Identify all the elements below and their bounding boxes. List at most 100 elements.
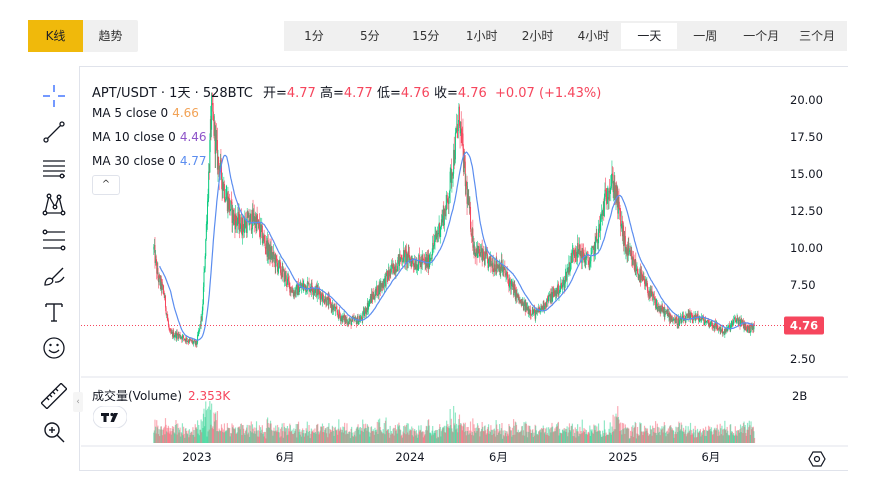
volume-bar <box>566 426 568 443</box>
interval-1m[interactable]: 1分 <box>304 29 324 43</box>
volume-bar <box>481 421 483 443</box>
volume-bar <box>344 422 346 443</box>
candle-body <box>393 263 395 273</box>
volume-bar <box>403 433 405 443</box>
horizontal-lines-icon[interactable] <box>40 154 68 182</box>
interval-2h[interactable]: 2小时 <box>521 29 554 43</box>
interval-15m[interactable]: 15分 <box>412 29 440 43</box>
candle-body <box>162 285 164 290</box>
volume-bar <box>477 425 479 443</box>
volume-bar <box>556 424 558 443</box>
volume-bar <box>634 421 636 443</box>
volume-bar <box>167 425 170 443</box>
ruler-icon[interactable] <box>40 382 68 410</box>
volume-bar <box>713 430 715 443</box>
candle-body <box>341 316 343 319</box>
candle-body <box>177 334 179 339</box>
settings-icon[interactable] <box>808 450 826 468</box>
volume-bar <box>425 425 427 443</box>
candle-body <box>226 193 228 212</box>
toolbar-collapse-handle[interactable]: ‹ <box>73 392 83 412</box>
volume-bar <box>558 435 560 443</box>
volume-bar <box>632 425 634 443</box>
volume-bar <box>310 428 312 443</box>
interval-4h[interactable]: 4小时 <box>577 29 610 43</box>
candle-body <box>585 259 587 264</box>
candle-body <box>288 277 290 281</box>
candle-body <box>226 193 228 197</box>
volume-bar <box>594 430 596 443</box>
volume-bar <box>653 427 656 443</box>
volume-bar <box>498 431 500 443</box>
interval-3mo[interactable]: 三个月 <box>799 29 836 43</box>
volume-bar <box>751 426 753 443</box>
volume-bar <box>509 426 511 443</box>
pattern-icon[interactable] <box>40 190 68 218</box>
candle-body <box>665 311 667 312</box>
candle-body <box>290 287 292 292</box>
candle-body <box>591 252 593 255</box>
volume-bar <box>479 436 481 443</box>
candle-body <box>575 251 577 256</box>
volume-bar <box>401 437 404 443</box>
candle-body <box>576 251 578 258</box>
volume-bar <box>532 429 534 443</box>
volume-bar <box>692 434 694 443</box>
interval-1w[interactable]: 一周 <box>693 29 718 43</box>
volume-bar <box>701 434 703 443</box>
candle-body <box>705 322 707 324</box>
volume-bar <box>662 432 664 443</box>
candle-body <box>296 284 298 286</box>
volume-bar <box>560 433 562 443</box>
volume-bar <box>511 427 514 443</box>
interval-1d[interactable]: 一天 <box>621 23 678 49</box>
volume-bar <box>614 416 616 443</box>
volume-bar <box>271 429 273 443</box>
candle-body <box>401 261 403 263</box>
volume-bar <box>284 431 286 443</box>
volume-bar <box>709 428 711 443</box>
candle-body <box>507 279 509 281</box>
candle-body <box>553 292 555 294</box>
volume-bar <box>526 431 528 443</box>
interval-1mo[interactable]: 一个月 <box>743 29 780 43</box>
tab-trend[interactable]: 趋势 <box>98 29 123 43</box>
candle-body <box>330 305 332 308</box>
volume-bar <box>609 432 611 443</box>
interval-1h[interactable]: 1小时 <box>465 29 498 43</box>
fib-retracement-icon[interactable] <box>40 226 68 254</box>
emoji-icon[interactable] <box>40 334 68 362</box>
brush-icon[interactable] <box>40 262 68 290</box>
candle-body <box>484 251 486 265</box>
volume-bar <box>684 433 686 443</box>
volume-bar <box>180 436 182 443</box>
volume-bar <box>189 434 191 443</box>
volume-bar <box>215 412 217 443</box>
candle-body <box>623 225 625 247</box>
crosshair-icon[interactable] <box>40 82 68 110</box>
interval-5m[interactable]: 5分 <box>360 29 380 43</box>
trend-line-icon[interactable] <box>40 118 68 146</box>
candle-body <box>200 316 202 326</box>
volume-bar <box>663 426 665 443</box>
candle-body <box>255 217 257 232</box>
volume-bar <box>159 429 161 443</box>
candle-body <box>331 305 333 311</box>
volume-bar <box>522 430 525 443</box>
volume-bar <box>642 431 644 443</box>
candle-body <box>468 198 470 205</box>
volume-bar <box>316 424 318 443</box>
candle-body <box>386 271 388 274</box>
legend-collapse-button[interactable]: ^ <box>92 175 120 195</box>
volume-bar <box>627 427 629 443</box>
volume-bar <box>344 430 346 443</box>
tab-kline[interactable]: K线 <box>28 20 83 52</box>
volume-bar <box>220 430 222 443</box>
volume-bar <box>707 425 710 443</box>
volume-bar <box>601 436 603 443</box>
text-icon[interactable] <box>40 298 68 326</box>
zoom-in-icon[interactable] <box>40 418 68 446</box>
volume-bar <box>282 431 284 443</box>
candle-body <box>379 283 381 295</box>
